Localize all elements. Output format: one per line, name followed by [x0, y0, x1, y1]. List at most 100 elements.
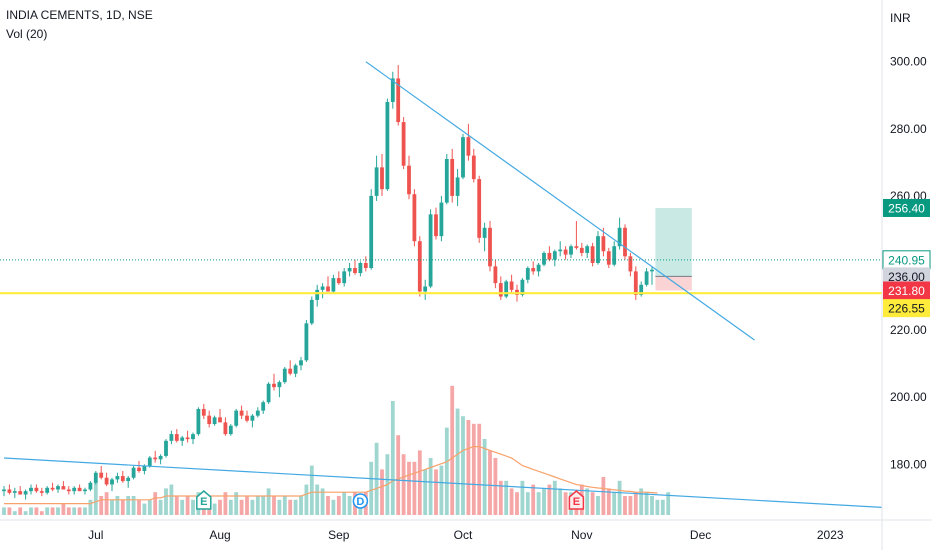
candle-body: [401, 122, 406, 166]
candle-body: [277, 382, 282, 388]
x-tick-label: Aug: [209, 528, 230, 542]
volume-bar: [515, 492, 519, 515]
volume-bar: [255, 496, 260, 515]
volume-bar: [245, 496, 249, 515]
volume-bar: [299, 496, 303, 515]
volume-bar: [450, 385, 455, 515]
candle-body: [520, 279, 525, 295]
volume-bar: [390, 401, 395, 515]
candle-body: [201, 408, 206, 416]
candle-body: [482, 227, 487, 238]
price-badge[interactable]: [883, 281, 930, 300]
candle-body: [158, 455, 163, 460]
candle-body: [12, 491, 17, 493]
candle-body: [309, 299, 314, 324]
volume-bar: [261, 496, 266, 515]
candle-body: [504, 281, 509, 297]
price-badge[interactable]: [883, 267, 930, 286]
volume-bar: [126, 496, 131, 515]
x-tick-label: 2023: [817, 528, 844, 542]
volume-bar: [412, 461, 417, 515]
volume-bar: [407, 461, 411, 515]
volume-bar: [169, 484, 174, 515]
volume-bar: [471, 423, 476, 515]
volume-bar: [50, 507, 55, 515]
candle-body: [207, 415, 212, 425]
candle-body: [320, 286, 325, 290]
volume-bar: [110, 499, 114, 515]
candle-body: [255, 410, 260, 416]
volume-bar: [498, 480, 503, 515]
price-badge[interactable]: [883, 198, 930, 217]
earnings-marker[interactable]: [568, 490, 585, 510]
candle-body: [83, 489, 87, 492]
candle-body: [525, 268, 530, 280]
candle-body: [509, 281, 514, 290]
volume-bar: [34, 507, 39, 515]
candle-body: [396, 78, 401, 123]
candle-body: [180, 437, 185, 441]
candle-body: [304, 323, 309, 361]
candle-body: [380, 167, 384, 190]
legend-volume[interactable]: Vol (20): [6, 27, 48, 41]
earnings-marker[interactable]: [196, 490, 212, 510]
candle-body: [558, 249, 563, 252]
candle-body: [601, 236, 606, 252]
candle-body: [628, 256, 633, 272]
price-badge[interactable]: [883, 299, 930, 318]
candle-body: [633, 271, 638, 295]
candle-body: [288, 368, 293, 374]
candle-body: [417, 241, 422, 292]
candle-body: [363, 263, 368, 269]
candle-body: [596, 236, 600, 263]
volume-bar: [434, 469, 438, 515]
candle-body: [650, 269, 654, 272]
volume-bar: [617, 480, 622, 515]
candle-body: [7, 489, 12, 493]
volume-bar: [309, 465, 314, 515]
volume-bar: [142, 503, 147, 515]
candle-body: [542, 252, 546, 265]
candle-body: [444, 158, 449, 203]
volume-bar: [83, 507, 87, 515]
position-stop-zone[interactable]: [655, 276, 692, 291]
candle-body: [261, 402, 266, 411]
volume-bar: [488, 450, 492, 515]
candle-body: [498, 283, 503, 297]
position-target-zone[interactable]: [655, 207, 692, 277]
candle-body: [137, 467, 141, 472]
volume-bar: [531, 484, 536, 515]
volume-bar: [104, 492, 109, 515]
volume-bar: [336, 496, 341, 515]
volume-bar: [612, 492, 617, 515]
candle-body: [104, 477, 109, 485]
candle-body: [536, 264, 541, 272]
candle-body: [358, 263, 363, 274]
dividend-marker[interactable]: [352, 493, 369, 509]
candle-body: [131, 467, 136, 478]
candle-body: [353, 268, 357, 274]
candle-body: [250, 415, 255, 421]
volume-trendline[interactable]: [3, 457, 883, 508]
resistance-trendline[interactable]: [365, 61, 755, 341]
volume-bar: [239, 499, 244, 515]
candle-body: [336, 278, 341, 284]
volume-bar: [282, 496, 287, 515]
candle-body: [50, 487, 55, 490]
volume-bar: [601, 477, 606, 515]
legend-title[interactable]: INDIA CEMENTS, 1D, NSE: [6, 8, 153, 22]
volume-bar: [174, 496, 179, 515]
volume-bar: [288, 499, 293, 515]
volume-bar: [563, 492, 568, 515]
candle-body: [272, 383, 276, 388]
candle-body: [466, 137, 471, 156]
candle-body: [93, 472, 98, 483]
volume-bar: [29, 507, 33, 515]
volume-bar: [153, 492, 158, 515]
candle-body: [185, 437, 190, 440]
volume-bar: [444, 427, 449, 515]
